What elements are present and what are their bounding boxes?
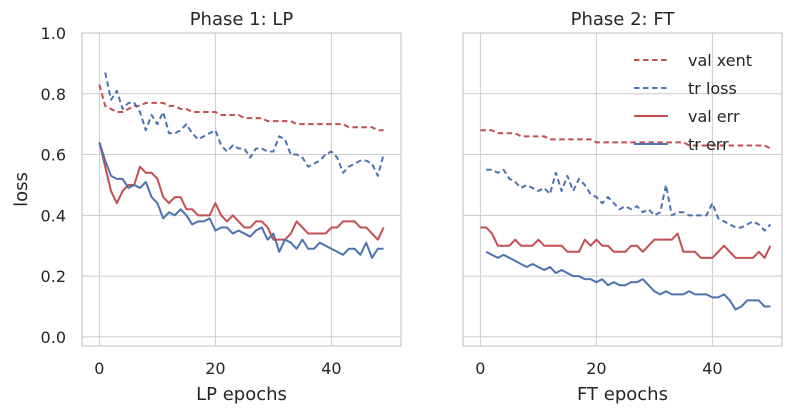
y-tick-label: 1.0 bbox=[41, 24, 66, 43]
x-tick-label: 0 bbox=[94, 359, 104, 378]
y-tick-label: 0.2 bbox=[41, 267, 66, 286]
series-line-val-xent bbox=[98, 84, 384, 132]
series-line-tr-loss bbox=[486, 168, 772, 232]
series-line-tr-loss bbox=[104, 72, 385, 177]
series-line-tr-err bbox=[98, 142, 384, 259]
y-axis-label: loss bbox=[11, 172, 32, 207]
y-tick-label: 0.8 bbox=[41, 85, 66, 104]
plot-frame bbox=[81, 32, 402, 347]
series-line-val-xent bbox=[480, 129, 771, 150]
chart-panel-2: 0 20 40 Phase 2: FT FT epochs val xent tr loss… bbox=[462, 9, 783, 405]
legend: val xent tr loss val err tr err bbox=[634, 51, 752, 154]
legend-label-tr-loss: tr loss bbox=[688, 79, 737, 98]
chart-title: Phase 1: LP bbox=[190, 9, 294, 30]
x-tick-label: 40 bbox=[321, 359, 341, 378]
x-tick-label: 20 bbox=[205, 359, 225, 378]
legend-label-val-err: val err bbox=[688, 107, 740, 126]
x-tick-label: 0 bbox=[475, 359, 485, 378]
chart-title: Phase 2: FT bbox=[571, 9, 676, 30]
series-line-tr-err bbox=[485, 250, 771, 311]
x-axis-label: FT epochs bbox=[577, 384, 668, 405]
legend-label-tr-err: tr err bbox=[688, 135, 729, 154]
plot-frame bbox=[462, 32, 783, 347]
x-tick-label: 20 bbox=[586, 359, 606, 378]
y-tick-label: 0.0 bbox=[41, 328, 66, 347]
chart-panel-1: 0 20 40 0.0 0.2 0.4 0.6 0.8 1.0 Phase 1: LP LP epo… bbox=[11, 9, 402, 405]
panels: 0 20 40 0.0 0.2 0.4 0.6 0.8 1.0 Phase 1: LP LP epo… bbox=[11, 9, 783, 405]
y-tick-label: 0.6 bbox=[41, 146, 66, 165]
legend-label-val-xent: val xent bbox=[688, 51, 752, 70]
series-line-val-err bbox=[480, 226, 772, 259]
y-tick-label: 0.4 bbox=[41, 206, 66, 225]
x-axis-label: LP epochs bbox=[196, 384, 287, 405]
x-tick-label: 40 bbox=[702, 359, 722, 378]
series-line-val-err bbox=[98, 142, 385, 241]
